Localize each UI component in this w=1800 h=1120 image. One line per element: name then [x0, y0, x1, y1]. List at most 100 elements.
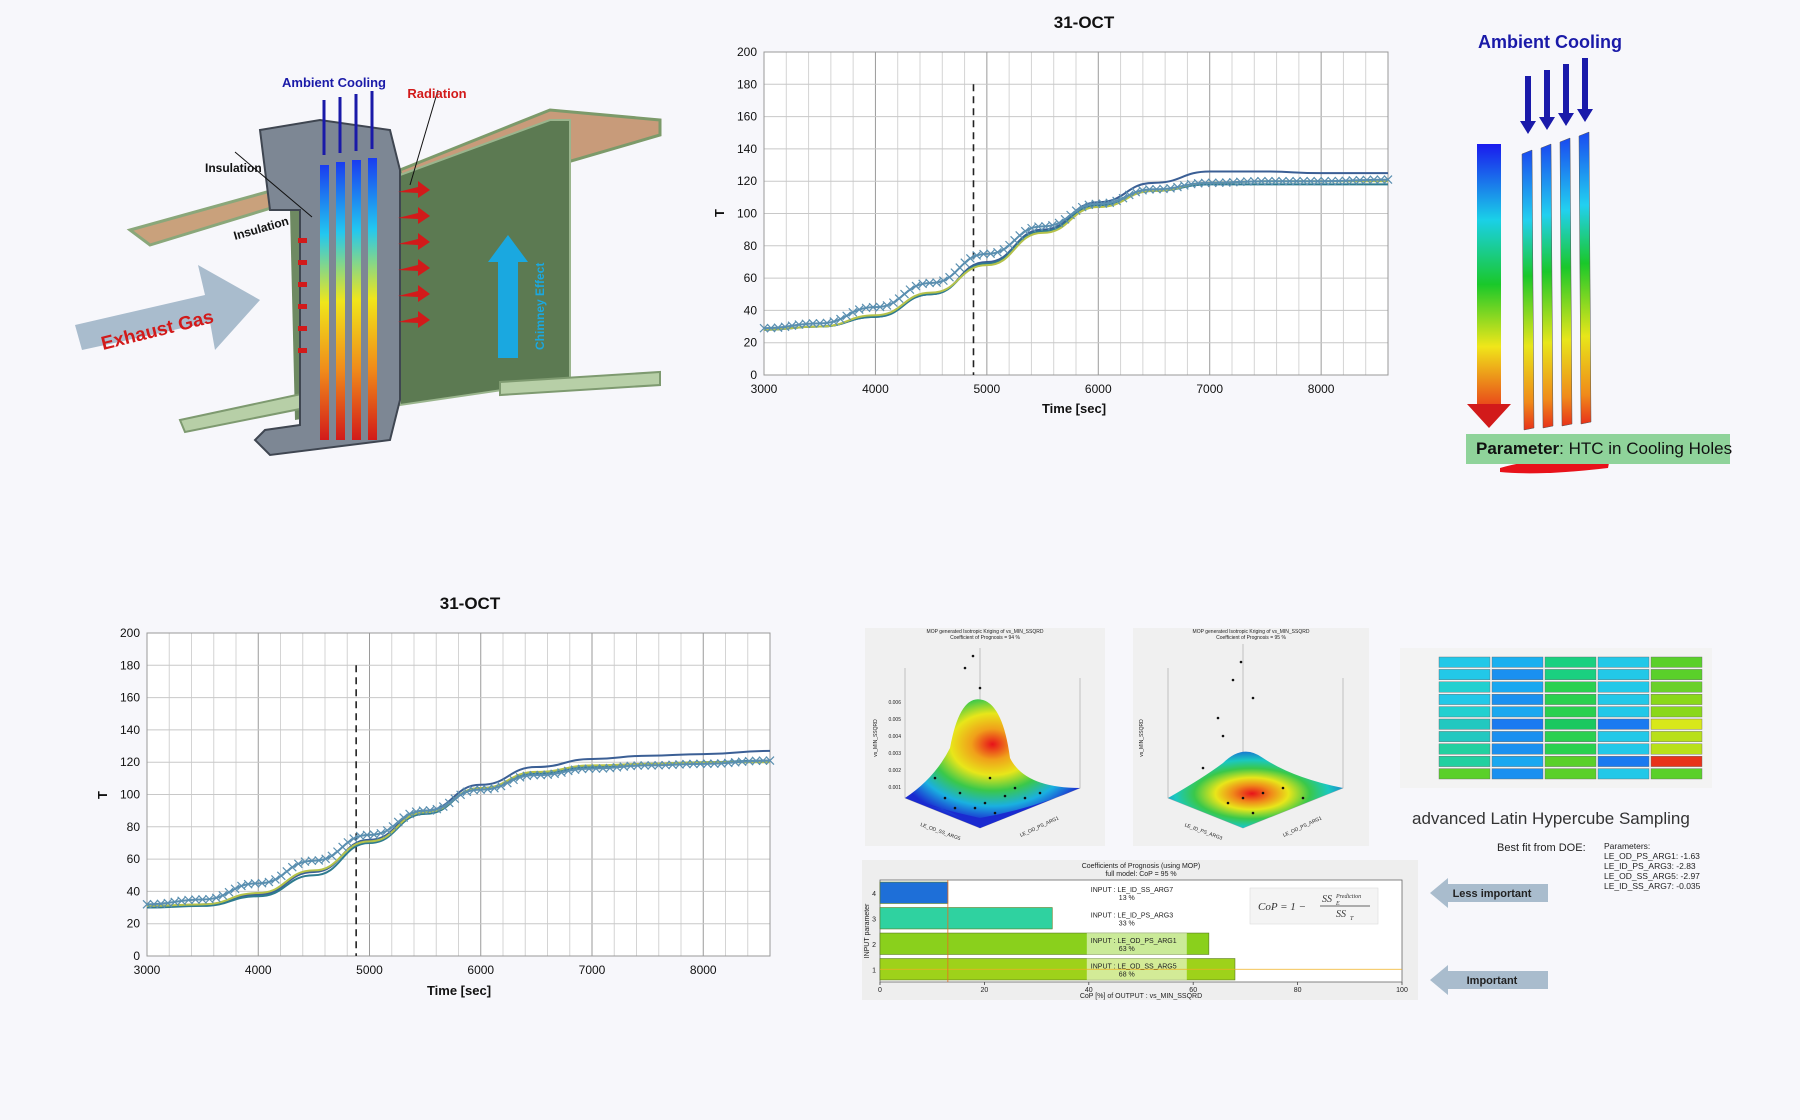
- cop-formula-numerator-sub: E: [1335, 901, 1340, 907]
- cop-formula-lhs: CoP = 1 −: [1258, 901, 1306, 913]
- x-marker: [1091, 199, 1101, 209]
- x-marker: [276, 871, 286, 881]
- x-marker: [469, 785, 479, 795]
- cop-input-label: INPUT : LE_OD_PS_ARG1: [1091, 938, 1177, 945]
- x-marker: [343, 837, 353, 847]
- y-tick-label: 160: [120, 691, 140, 705]
- x-marker: [925, 278, 935, 288]
- x-marker: [411, 807, 421, 817]
- x-marker: [543, 770, 553, 780]
- colorbar-panel: Ambient Cooling: [1460, 28, 1780, 488]
- best-fit-params: Parameters: LE_OD_PS_ARG1: -1.63 LE_ID_P…: [1604, 841, 1700, 891]
- x-marker: [675, 759, 684, 769]
- heatmap-cell: [1491, 681, 1544, 693]
- x-tick-label: 3000: [751, 382, 778, 396]
- y-tick-label: 180: [120, 658, 140, 672]
- x-marker: [184, 895, 193, 905]
- x-marker: [682, 759, 691, 769]
- x-tick-label: 5000: [356, 963, 383, 977]
- ambient-cooling-arrows: [322, 91, 374, 155]
- y-tick-label: 120: [120, 755, 140, 769]
- x-tick-label: 3000: [134, 963, 161, 977]
- x-marker: [362, 830, 372, 840]
- insulation-callout-label: Insulation: [205, 161, 262, 175]
- x-marker: [633, 761, 643, 771]
- radiation-label: Radiation: [407, 86, 466, 101]
- x-marker: [456, 790, 466, 800]
- heatmap-cell: [1491, 694, 1544, 705]
- heatmap-cell: [1650, 706, 1703, 718]
- surface-right-subtitle: Coefficient of Prognosis = 95 %: [1216, 635, 1286, 641]
- y-tick-label: 120: [737, 174, 757, 188]
- heatmap-cell: [1544, 768, 1597, 780]
- x-marker: [382, 826, 392, 835]
- x-marker: [393, 817, 403, 827]
- x-tick-label: 7000: [1196, 382, 1223, 396]
- x-marker: [243, 879, 253, 889]
- x-marker: [191, 895, 200, 905]
- param-2: LE_ID_PS_ARG3: -2.83: [1604, 861, 1696, 871]
- x-marker: [905, 285, 915, 295]
- doe-heatmap: [1400, 648, 1712, 788]
- exhaust-gas-arrow: [75, 265, 260, 350]
- x-tick-label: 6000: [1085, 382, 1112, 396]
- heatmap-cell: [1438, 731, 1491, 743]
- x-marker: [1249, 176, 1259, 186]
- y-axis-label: T: [712, 209, 727, 217]
- surface-left-title: MOP generated Isotropic Kriging of vs_MI…: [927, 629, 1044, 635]
- x-marker: [640, 761, 650, 770]
- sample-points-left: [933, 654, 1042, 815]
- x-marker: [522, 771, 532, 781]
- heatmap-cell: [1597, 768, 1650, 780]
- x-marker: [432, 804, 442, 814]
- x-marker: [1355, 175, 1365, 185]
- x-marker: [250, 878, 260, 888]
- x-marker: [369, 830, 379, 840]
- x-marker: [1152, 184, 1161, 194]
- x-marker: [444, 798, 454, 808]
- cop-value-label: 13 %: [1119, 895, 1135, 902]
- x-marker: [307, 856, 317, 866]
- x-marker: [854, 305, 864, 314]
- x-marker: [450, 794, 460, 804]
- x-marker: [438, 802, 448, 811]
- x-marker: [1200, 178, 1210, 188]
- x-marker: [287, 862, 297, 872]
- y-tick-label: 140: [737, 142, 757, 156]
- heatmap-cell: [1438, 755, 1491, 767]
- y-tick-label: 0: [133, 949, 140, 963]
- heatmap-cell: [1597, 694, 1650, 705]
- x-marker: [1124, 190, 1134, 200]
- x-marker: [1207, 178, 1217, 188]
- x-marker: [1112, 196, 1121, 206]
- y-tick-label: 60: [744, 271, 758, 285]
- cop-category-label: 1: [872, 967, 876, 974]
- x-marker: [1334, 176, 1344, 186]
- z-tick-3: 0.003: [888, 751, 901, 757]
- x-marker: [1173, 182, 1182, 192]
- cop-y-axis-label: INPUT parameter: [864, 903, 871, 958]
- cop-x-axis-label: CoP [%] of OUTPUT : vs_MIN_SSQRD: [1080, 993, 1202, 1000]
- heatmap-cell: [1650, 755, 1703, 767]
- heatmap-cell: [1597, 755, 1650, 767]
- x-marker: [861, 303, 871, 313]
- x-marker: [557, 768, 566, 777]
- cop-formula-numerator-sup: Prediction: [1335, 894, 1361, 900]
- series-markers-4: [142, 756, 775, 909]
- cop-formula-denominator-sub: T: [1350, 916, 1354, 922]
- y-tick-label: 80: [127, 820, 141, 834]
- heatmap-cell: [1438, 768, 1491, 780]
- x-marker: [496, 781, 506, 791]
- cop-input-label: INPUT : LE_ID_SS_ARG7: [1091, 887, 1173, 894]
- radiation-arrows: [398, 181, 430, 328]
- y-tick-label: 180: [737, 77, 757, 91]
- x-marker: [1221, 178, 1231, 187]
- heatmap-cell: [1544, 656, 1597, 668]
- heatmap-grid: [1438, 656, 1703, 780]
- y-tick-label: 20: [744, 336, 758, 350]
- x-marker: [489, 783, 499, 793]
- x-marker: [1027, 223, 1037, 233]
- heatmap-cell: [1491, 669, 1544, 680]
- x-marker: [163, 898, 173, 908]
- heatmap-cell: [1544, 706, 1597, 718]
